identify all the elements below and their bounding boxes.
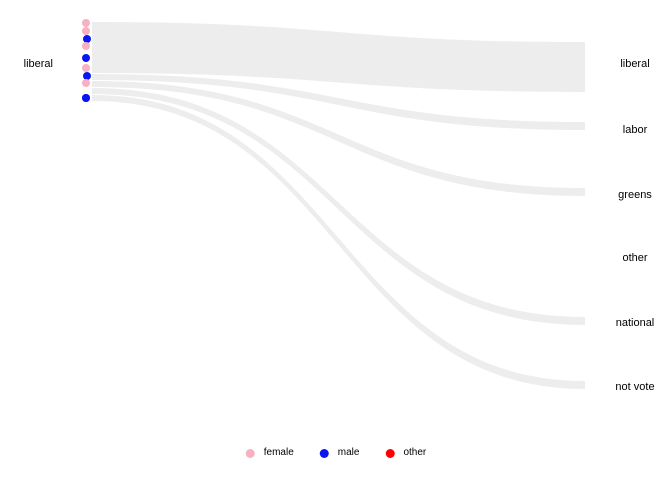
data-point-male [82, 94, 90, 102]
data-point-male [82, 54, 90, 62]
right-node-label-greens: greens [618, 189, 652, 201]
gender-legend: female male other [245, 445, 426, 461]
right-node-label-other: other [622, 252, 648, 264]
legend-label-male: male [337, 447, 360, 458]
data-point-female [82, 42, 90, 50]
right-node-label-not-vote: not vote [615, 381, 655, 393]
legend-item-other: other [385, 447, 426, 459]
data-point-female [82, 79, 90, 87]
other-dot-icon [385, 448, 395, 458]
male-dot-icon [319, 448, 329, 458]
flow-ribbon-not-vote [92, 95, 585, 389]
legend-item-male: male [319, 447, 360, 459]
legend-label-female: female [263, 447, 294, 458]
flow-ribbon-greens [92, 81, 585, 196]
legend-item-female: female [245, 447, 294, 459]
data-point-male [83, 35, 91, 43]
left-node-label: liberal [23, 58, 53, 70]
right-axis-labels: liberal labor greens other national not … [598, 0, 672, 480]
data-point-male [83, 72, 91, 80]
legend-label-other: other [403, 447, 427, 458]
flow-ribbon-labor [92, 74, 585, 130]
female-dot-icon [245, 448, 255, 458]
flow-ribbon-national [92, 88, 585, 325]
right-node-label-labor: labor [622, 124, 648, 136]
data-point-female [82, 19, 90, 27]
flow-ribbon-liberal [92, 22, 585, 92]
right-node-label-national: national [615, 317, 655, 329]
data-point-female [82, 64, 90, 72]
right-node-label-liberal: liberal [620, 58, 650, 70]
data-point-female [82, 27, 90, 35]
